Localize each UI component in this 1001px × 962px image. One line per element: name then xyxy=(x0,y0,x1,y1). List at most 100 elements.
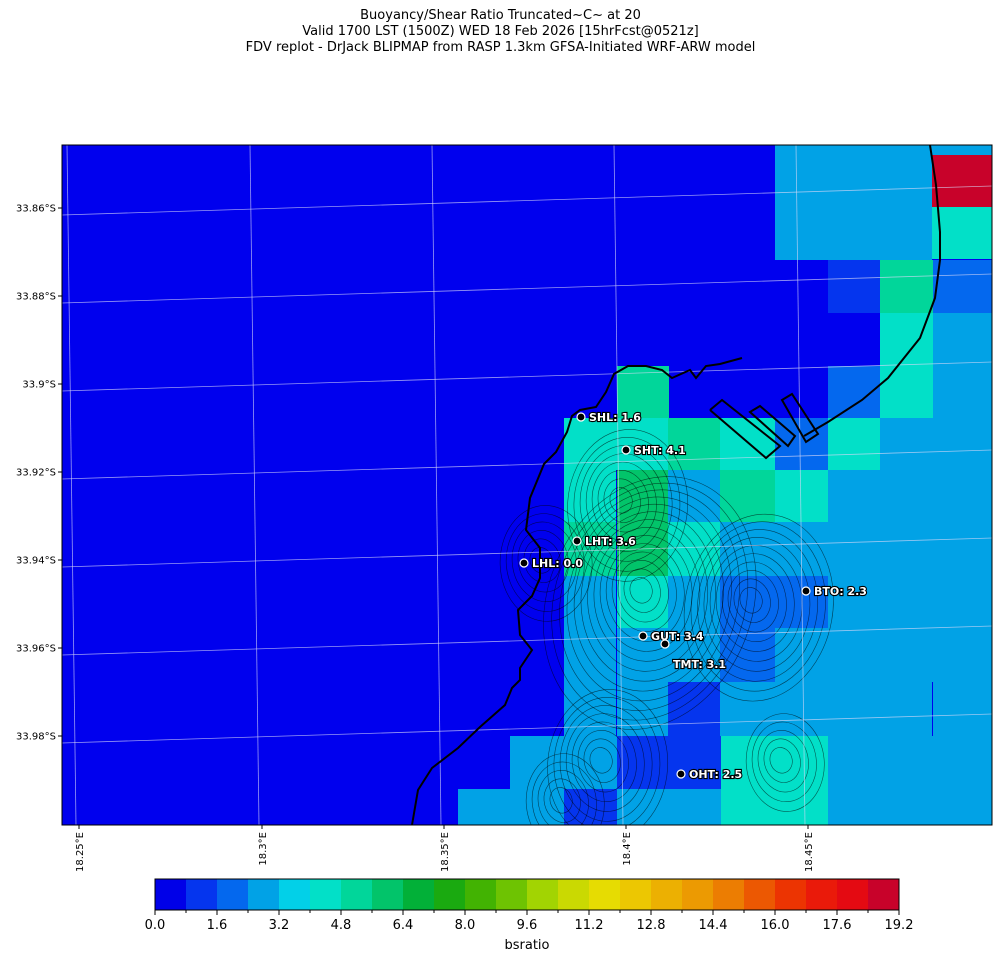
contour-line xyxy=(559,705,653,822)
harbour-breakwater-3 xyxy=(780,392,820,444)
bsratio-cell xyxy=(720,470,775,522)
contour-line xyxy=(583,738,621,783)
harbour-breakwater-2 xyxy=(748,404,797,448)
station-label: GUT: 3.4 xyxy=(651,630,704,643)
grid-latitude xyxy=(62,625,992,656)
colorbar-label: 8.0 xyxy=(455,918,476,933)
harbour-breakwater-1 xyxy=(709,398,782,460)
bsratio-cell xyxy=(828,260,880,313)
lat-label: 33.96°S xyxy=(16,644,56,655)
colorbar-label: 19.2 xyxy=(885,918,914,933)
colorbar-title: bsratio xyxy=(505,938,550,953)
grid-longitude xyxy=(613,145,624,825)
contour-line xyxy=(603,478,641,523)
contour-line xyxy=(571,721,637,802)
terrain-contours xyxy=(499,429,834,825)
bsratio-cell xyxy=(564,628,616,682)
colorbar-label: 12.8 xyxy=(637,918,666,933)
grid-longitude xyxy=(795,145,806,825)
station-label: TMT: 3.1 xyxy=(673,658,726,671)
bsratio-cell xyxy=(668,682,720,736)
lon-label: 18.35°E xyxy=(440,832,451,872)
colorbar-label: 1.6 xyxy=(207,918,228,933)
contour-line xyxy=(599,535,693,652)
colorbar-label: 11.2 xyxy=(575,918,604,933)
contour-line xyxy=(565,713,645,812)
colorbar-swatch xyxy=(589,879,621,910)
contour-line xyxy=(537,770,589,825)
contour-line xyxy=(549,787,573,814)
colorbar-swatch xyxy=(775,879,807,910)
station-label: LHL: 0.0 xyxy=(532,557,583,570)
colorbar-swatch xyxy=(279,879,311,910)
bsratio-cell xyxy=(933,313,992,825)
grid-latitude xyxy=(62,449,992,480)
bsratio-cell xyxy=(828,576,933,628)
bsratio-cell xyxy=(828,470,933,522)
grid-latitude xyxy=(62,713,992,744)
contour-line xyxy=(605,543,685,642)
station-marker xyxy=(801,586,811,596)
contour-line xyxy=(566,496,732,702)
bsratio-cell xyxy=(933,260,992,313)
station-label: OHT: 2.5 xyxy=(689,768,742,781)
bsratio-cell xyxy=(564,470,616,522)
map-valid-time: Valid 1700 LST (1500Z) WED 18 Feb 2026 [… xyxy=(302,24,699,39)
lat-label: 33.92°S xyxy=(16,468,56,479)
bsratio-cell xyxy=(880,313,933,366)
bsratio-cell xyxy=(775,628,933,682)
contour-line xyxy=(721,561,787,642)
colorbar-label: 3.2 xyxy=(269,918,290,933)
station-marker xyxy=(576,412,586,422)
colorbar-swatch xyxy=(806,879,838,910)
coastline xyxy=(411,357,743,825)
colorbar-swatch xyxy=(744,879,776,910)
bsratio-cell xyxy=(617,682,668,736)
contour-line xyxy=(629,577,653,604)
contour-line xyxy=(727,570,779,633)
bsratio-cell xyxy=(720,682,932,736)
colorbar-swatch xyxy=(310,879,342,910)
bsratio-cell xyxy=(510,736,617,790)
longitude-ticks: 18.25°E 18.3°E 18.35°E 18.4°E 18.45°E xyxy=(75,825,815,872)
colorbar-swatch xyxy=(434,879,466,910)
contour-line xyxy=(585,453,665,552)
station-marker xyxy=(660,639,670,649)
grid-latitude xyxy=(62,361,992,392)
bsratio-cell xyxy=(511,789,564,825)
contour-line xyxy=(531,761,597,825)
map-source: FDV replot - DrJack BLIPMAP from RASP 1.… xyxy=(245,40,756,55)
bsratio-cell xyxy=(617,470,668,522)
contour-line xyxy=(517,530,569,593)
bsratio-cell xyxy=(932,145,992,155)
contour-line xyxy=(715,553,795,652)
station-label: SHT: 4.1 xyxy=(634,444,686,457)
contour-line xyxy=(609,487,633,514)
colorbar-label: 0.0 xyxy=(145,918,166,933)
bsratio-cell xyxy=(458,789,511,825)
bsratio-cell xyxy=(668,418,720,470)
lat-label: 33.9°S xyxy=(22,380,56,391)
bsratio-cell xyxy=(880,418,933,470)
bsratio-cell xyxy=(932,207,992,259)
contour-line xyxy=(499,505,593,622)
contour-line xyxy=(573,503,724,692)
contour-line xyxy=(683,513,834,702)
contour-line xyxy=(525,753,605,825)
contour-line xyxy=(579,445,673,562)
lon-label: 18.3°E xyxy=(258,832,269,866)
colorbar-label: 4.8 xyxy=(331,918,352,933)
station-marker xyxy=(676,769,686,779)
grid-latitude xyxy=(62,273,992,304)
contour-line xyxy=(591,461,657,542)
contour-line xyxy=(617,560,669,623)
bsratio-cell xyxy=(617,789,721,825)
colorbar-label: 17.6 xyxy=(823,918,852,933)
contour-line xyxy=(690,521,826,692)
station-marker xyxy=(621,445,631,455)
contour-line xyxy=(623,568,661,613)
map-title: Buoyancy/Shear Ratio Truncated~C~ at 20 xyxy=(360,8,641,23)
grid-longitude xyxy=(431,145,442,825)
bsratio-cell xyxy=(617,366,669,418)
